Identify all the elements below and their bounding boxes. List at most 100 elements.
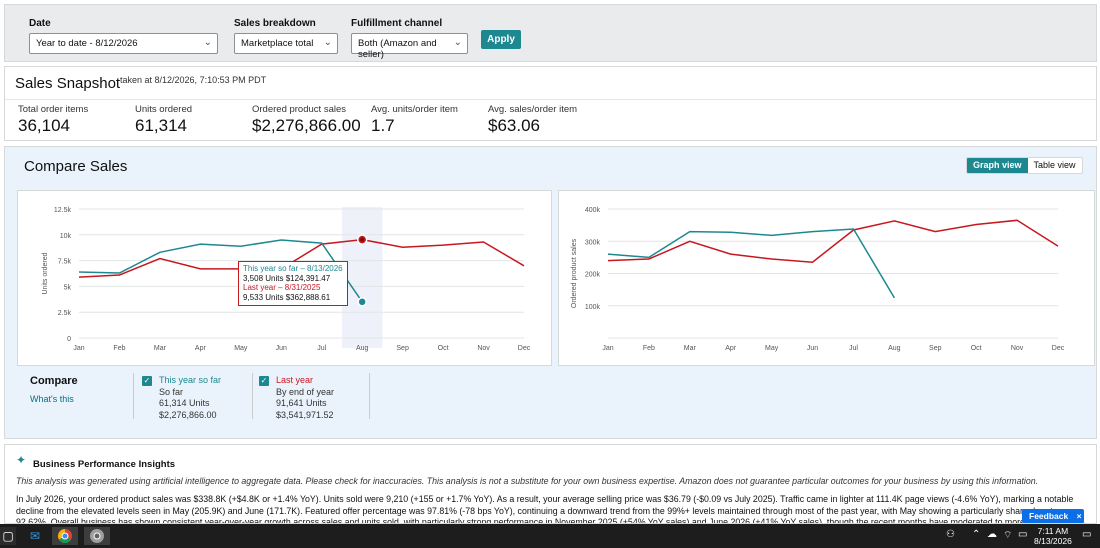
view-toggle: Graph view Table view xyxy=(966,157,1083,174)
channel-select[interactable]: Both (Amazon and seller) ⌄ xyxy=(351,33,468,60)
y-tick-label: 7.5k xyxy=(58,259,72,266)
clock-date: 8/13/2026 xyxy=(1034,536,1072,546)
snapshot-title: Sales Snapshot xyxy=(15,75,121,92)
insights-disclaimer: This analysis was generated using artifi… xyxy=(16,476,1039,486)
taskbar: ▢ ✉ ⚇ ⌃ ☁ ⌔ ▭ 7:11 AM 8/13/2026 ▭ xyxy=(0,524,1100,548)
table-view-button[interactable]: Table view xyxy=(1027,158,1082,173)
x-tick-label: Mar xyxy=(684,345,697,352)
metric-label: Avg. sales/order item xyxy=(488,104,578,115)
series-line xyxy=(78,238,525,278)
x-tick-label: Aug xyxy=(888,345,901,352)
date-filter-label: Date xyxy=(29,18,51,29)
x-tick-label: Sep xyxy=(929,345,942,352)
x-tick-label: Jun xyxy=(807,345,818,352)
whats-this-link[interactable]: What's this xyxy=(30,394,74,404)
x-tick-label: Mar xyxy=(154,345,167,352)
tooltip-this-year-label: This year so far – 8/13/2026 xyxy=(243,264,343,273)
checkbox-this-year[interactable]: ✓ xyxy=(142,376,152,386)
series-sub: So far xyxy=(159,386,184,397)
metric-label: Units ordered xyxy=(135,104,193,115)
x-tick-label: May xyxy=(765,345,779,352)
close-icon[interactable]: × xyxy=(1076,511,1082,521)
metric-value: $63.06 xyxy=(488,116,540,135)
series-units: 91,641 Units xyxy=(276,398,327,408)
units-ordered-chart: 0 2.5k 5k 7.5k 10k 12.5k Jan Feb Mar Apr May Jun Jul… xyxy=(42,207,531,352)
insights-title: Business Performance Insights xyxy=(33,459,176,470)
metric-label: Ordered product sales xyxy=(252,104,346,115)
chrome-icon[interactable] xyxy=(52,527,78,545)
divider xyxy=(252,373,253,419)
ordered-product-sales-chart: 100k 200k 300k 400k Jan Feb Mar Apr May Jun Jul Aug… xyxy=(571,207,1065,352)
cloud-icon[interactable]: ☁ xyxy=(987,529,997,540)
metric-total-order-items: Total order items 36,104 xyxy=(18,104,88,136)
feedback-label: Feedback xyxy=(1029,511,1069,521)
metric-avg-sales: Avg. sales/order item $63.06 xyxy=(488,104,577,136)
series-sales: $2,276,866.00 xyxy=(159,409,217,420)
y-axis-label: Ordered product sales xyxy=(571,238,578,308)
metric-value: $2,276,866.00 xyxy=(252,116,361,135)
compare-legend-title: Compare xyxy=(30,375,78,387)
people-icon[interactable]: ⚇ xyxy=(946,529,955,540)
x-tick-label: Dec xyxy=(1052,345,1065,352)
task-view-icon[interactable]: ▢ xyxy=(0,527,16,545)
compare-last-year: ✓ Last year By end of year 91,641 Units … xyxy=(259,375,335,421)
x-tick-label: Feb xyxy=(643,345,655,352)
chevron-down-icon: ⌄ xyxy=(453,37,462,48)
x-tick-label: Sep xyxy=(396,345,409,352)
date-select[interactable]: Year to date - 8/12/2026 ⌄ xyxy=(29,33,218,54)
series-line xyxy=(78,239,363,303)
metric-ordered-product-sales: Ordered product sales $2,276,866.00 xyxy=(252,104,361,136)
x-tick-label: Nov xyxy=(477,345,490,352)
y-tick-label: 100k xyxy=(585,304,601,311)
chrome-logo xyxy=(90,529,104,543)
breakdown-filter-label: Sales breakdown xyxy=(234,18,316,29)
x-tick-label: Jun xyxy=(276,345,287,352)
y-tick-label: 300k xyxy=(585,239,601,246)
tooltip-last-year-value: 9,533 Units $362,888.61 xyxy=(243,292,331,302)
y-tick-label: 200k xyxy=(585,272,601,279)
x-tick-label: Jan xyxy=(73,345,84,352)
clock-time: 7:11 AM xyxy=(1037,526,1069,536)
metric-units-ordered: Units ordered 61,314 xyxy=(135,104,192,136)
series-name: Last year xyxy=(276,375,314,385)
tooltip-last-year-label: Last year – 8/31/2025 xyxy=(243,283,321,292)
x-tick-label: Oct xyxy=(971,345,982,352)
chrome-profile-icon[interactable] xyxy=(84,527,110,545)
compare-this-year: ✓ This year so far So far 61,314 Units $… xyxy=(142,375,221,421)
x-tick-label: Jul xyxy=(849,345,858,352)
metric-value: 61,314 xyxy=(135,116,187,135)
chevron-down-icon: ⌄ xyxy=(323,37,332,48)
highlight-band xyxy=(341,207,383,348)
breakdown-select[interactable]: Marketplace total ⌄ xyxy=(234,33,338,54)
divider xyxy=(133,373,134,419)
graph-view-button[interactable]: Graph view xyxy=(967,158,1028,173)
notification-icon[interactable]: ▭ xyxy=(1082,529,1092,540)
checkbox-last-year[interactable]: ✓ xyxy=(259,376,269,386)
x-tick-label: Dec xyxy=(518,345,531,352)
x-tick-label: Nov xyxy=(1011,345,1024,352)
sales-snapshot: Sales Snapshot taken at 8/12/2026, 7:10:… xyxy=(4,66,1097,141)
snapshot-timestamp: taken at 8/12/2026, 7:10:53 PM PDT xyxy=(120,75,267,85)
chevron-down-icon: ⌄ xyxy=(203,37,212,48)
series-sales: $3,541,971.52 xyxy=(276,409,334,420)
chrome-logo xyxy=(58,529,72,543)
date-select-value: Year to date - 8/12/2026 xyxy=(36,38,138,49)
chart-tooltip: This year so far – 8/13/2026 3,508 Units… xyxy=(238,261,348,306)
y-tick-label: 2.5k xyxy=(58,310,72,317)
feedback-button[interactable]: Feedback × xyxy=(1022,509,1084,523)
series-sub: By end of year xyxy=(276,386,335,397)
hover-marker xyxy=(357,297,367,307)
chevron-up-icon[interactable]: ⌃ xyxy=(972,529,981,540)
x-tick-label: Jul xyxy=(317,345,326,352)
metric-value: 1.7 xyxy=(371,116,395,135)
channel-filter-label: Fulfillment channel xyxy=(351,18,443,29)
y-tick-label: 5k xyxy=(64,284,72,291)
metric-label: Avg. units/order item xyxy=(371,104,458,115)
insights-body: In July 2026, your ordered product sales… xyxy=(16,494,1085,524)
wifi-icon[interactable]: ⌔ xyxy=(1003,530,1013,541)
apply-button[interactable]: Apply xyxy=(481,30,521,49)
mail-icon[interactable]: ✉ xyxy=(29,529,41,543)
clock[interactable]: 7:11 AM 8/13/2026 xyxy=(1034,526,1072,546)
series-units: 61,314 Units xyxy=(159,398,210,408)
battery-icon[interactable]: ▭ xyxy=(1018,529,1028,540)
